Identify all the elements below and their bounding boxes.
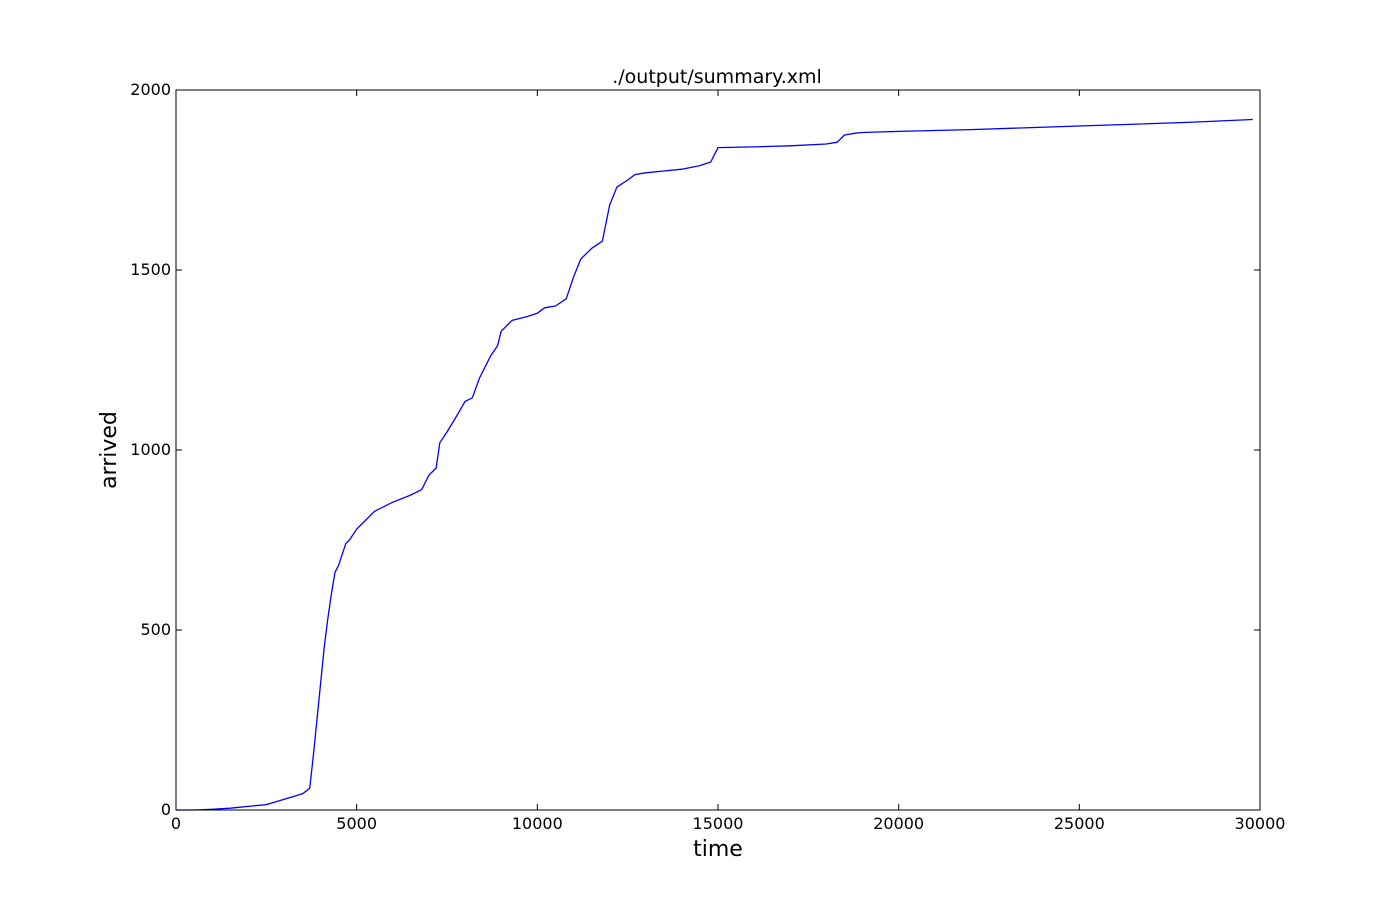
y-tick-label: 2000 [130,80,171,99]
y-tick-label: 500 [140,620,171,639]
x-tick-label: 5000 [336,814,377,833]
y-tick-label: 0 [161,800,171,819]
x-tick-label: 10000 [512,814,563,833]
x-tick-label: 0 [171,814,181,833]
y-axis-ticks: 0 500 1000 1500 2000 [130,80,1260,819]
plot-area [176,118,1253,811]
y-tick-label: 1000 [130,440,171,459]
y-axis-label: arrived [97,411,122,489]
chart-title: ./output/summary.xml [612,66,822,88]
x-axis-label: time [693,837,743,862]
x-axis-ticks: 0 5000 10000 15000 20000 25000 30000 [171,90,1286,833]
y-tick-label: 1500 [130,260,171,279]
series-line-arrived [176,118,1253,811]
x-tick-label: 20000 [873,814,924,833]
x-tick-label: 30000 [1235,814,1286,833]
x-tick-label: 15000 [693,814,744,833]
x-tick-label: 25000 [1054,814,1105,833]
